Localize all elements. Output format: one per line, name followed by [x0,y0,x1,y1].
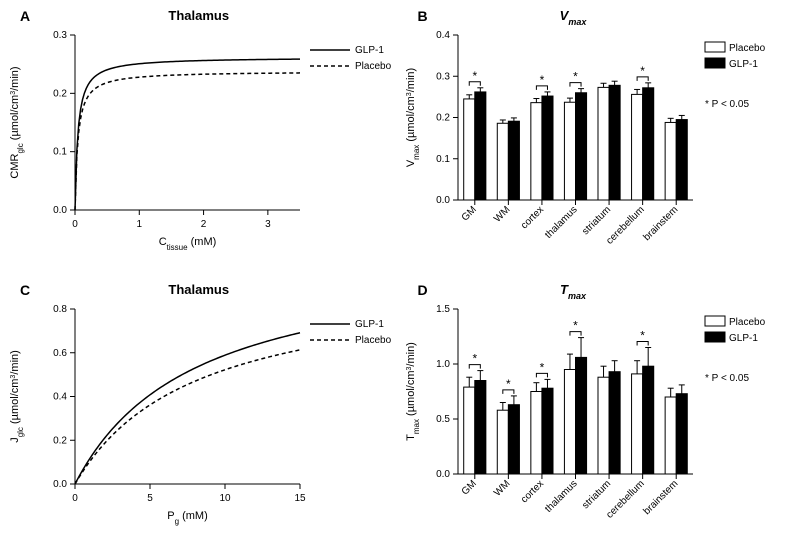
svg-text:thalamus: thalamus [543,204,579,240]
svg-text:Tmax (µmol/cm3/min): Tmax (µmol/cm3/min) [405,342,421,441]
figure-grid: A Thalamus 01230.00.10.20.3Ctissue (mM)C… [0,0,795,547]
svg-text:0.3: 0.3 [53,30,67,41]
svg-text:GLP-1: GLP-1 [729,59,758,70]
svg-text:CMRglc (µmol/cm3/min): CMRglc (µmol/cm3/min) [9,66,25,178]
svg-text:*: * [640,64,645,78]
svg-text:cortex: cortex [519,204,546,231]
svg-text:GLP-1: GLP-1 [355,45,384,56]
svg-text:Vmax: Vmax [559,8,587,27]
svg-text:0.8: 0.8 [53,304,67,315]
panel-d: D Tmax0.00.51.01.5Tmax (µmol/cm3/min)*GM… [398,274,795,547]
panel-c-plot: 0 5 10 15 0.0 0.2 0.4 0.6 0.8 Pg (mM) Jglc (µmol/c… [0,274,397,547]
svg-text:Placebo: Placebo [355,61,392,72]
svg-text:0.2: 0.2 [53,88,67,99]
svg-text:0.0: 0.0 [436,195,450,206]
svg-text:1.0: 1.0 [436,359,450,370]
svg-text:0.5: 0.5 [436,414,450,425]
svg-text:3: 3 [265,219,271,230]
panel-b-plot: Vmax 0.0 0.1 0.2 0.3 0.4 Vmax (µmol/cm3/min) * G… [398,0,795,273]
svg-text:1.5: 1.5 [436,304,450,315]
svg-text:0.2: 0.2 [436,113,450,124]
svg-text:cortex: cortex [519,478,546,505]
svg-text:* P < 0.05: * P < 0.05 [705,99,749,110]
svg-text:Jglc (µmol/cm3/min): Jglc (µmol/cm3/min) [9,350,25,443]
svg-text:10: 10 [219,493,231,504]
svg-text:GM: GM [459,478,478,497]
svg-text:brainstem: brainstem [641,204,680,243]
svg-text:*: * [539,73,544,87]
svg-text:5: 5 [147,493,153,504]
svg-text:0: 0 [72,493,78,504]
svg-text:*: * [573,70,578,84]
svg-text:*: * [573,318,578,332]
svg-text:2: 2 [201,219,207,230]
svg-text:Placebo: Placebo [729,317,766,328]
panel-c: C Thalamus 0510150.00.20.40.60.8Pg (mM)J… [0,274,398,547]
svg-text:Vmax (µmol/cm3/min): Vmax (µmol/cm3/min) [405,68,421,167]
svg-text:* P < 0.05: * P < 0.05 [705,373,749,384]
svg-text:*: * [640,328,645,342]
svg-text:0.0: 0.0 [436,469,450,480]
panel-b: B Vmax0.00.10.20.30.4Vmax (µmol/cm3/min)… [398,0,795,274]
svg-text:Ctissue (mM): Ctissue (mM) [159,236,217,252]
svg-text:WM: WM [492,478,512,498]
svg-text:GLP-1: GLP-1 [355,319,384,330]
svg-text:striatum: striatum [580,478,613,511]
panel-a-plot: 0 1 2 3 0.0 0.1 0.2 0.3 Ctissue (mM) CMRglc (µmol… [0,0,397,273]
svg-text:0.0: 0.0 [53,205,67,216]
svg-text:*: * [506,376,511,390]
svg-text:brainstem: brainstem [641,478,680,517]
svg-text:0.1: 0.1 [436,154,450,165]
svg-text:Placebo: Placebo [729,43,766,54]
svg-text:0: 0 [72,219,78,230]
svg-text:GM: GM [459,204,478,223]
panel-a: A Thalamus 01230.00.10.20.3Ctissue (mM)C… [0,0,398,274]
svg-text:WM: WM [492,204,512,224]
svg-text:0.4: 0.4 [436,30,450,41]
svg-text:0.6: 0.6 [53,347,67,358]
svg-text:striatum: striatum [580,204,613,237]
svg-text:GLP-1: GLP-1 [729,333,758,344]
svg-text:1: 1 [137,219,143,230]
svg-text:Placebo: Placebo [355,335,392,346]
svg-text:0.4: 0.4 [53,391,67,402]
panel-d-plot: Tmax 0.0 0.5 1.0 1.5 Tmax (µmol/cm3/min) * GM * W… [398,274,795,547]
svg-text:*: * [472,351,477,365]
svg-text:0.2: 0.2 [53,435,67,446]
svg-text:0.1: 0.1 [53,147,67,158]
svg-text:thalamus: thalamus [543,478,579,514]
svg-text:*: * [539,360,544,374]
svg-text:15: 15 [294,493,306,504]
svg-text:0.0: 0.0 [53,479,67,490]
svg-text:0.3: 0.3 [436,71,450,82]
svg-text:Pg (mM): Pg (mM) [167,510,208,526]
svg-text:*: * [472,69,477,83]
svg-text:Tmax: Tmax [560,282,587,301]
